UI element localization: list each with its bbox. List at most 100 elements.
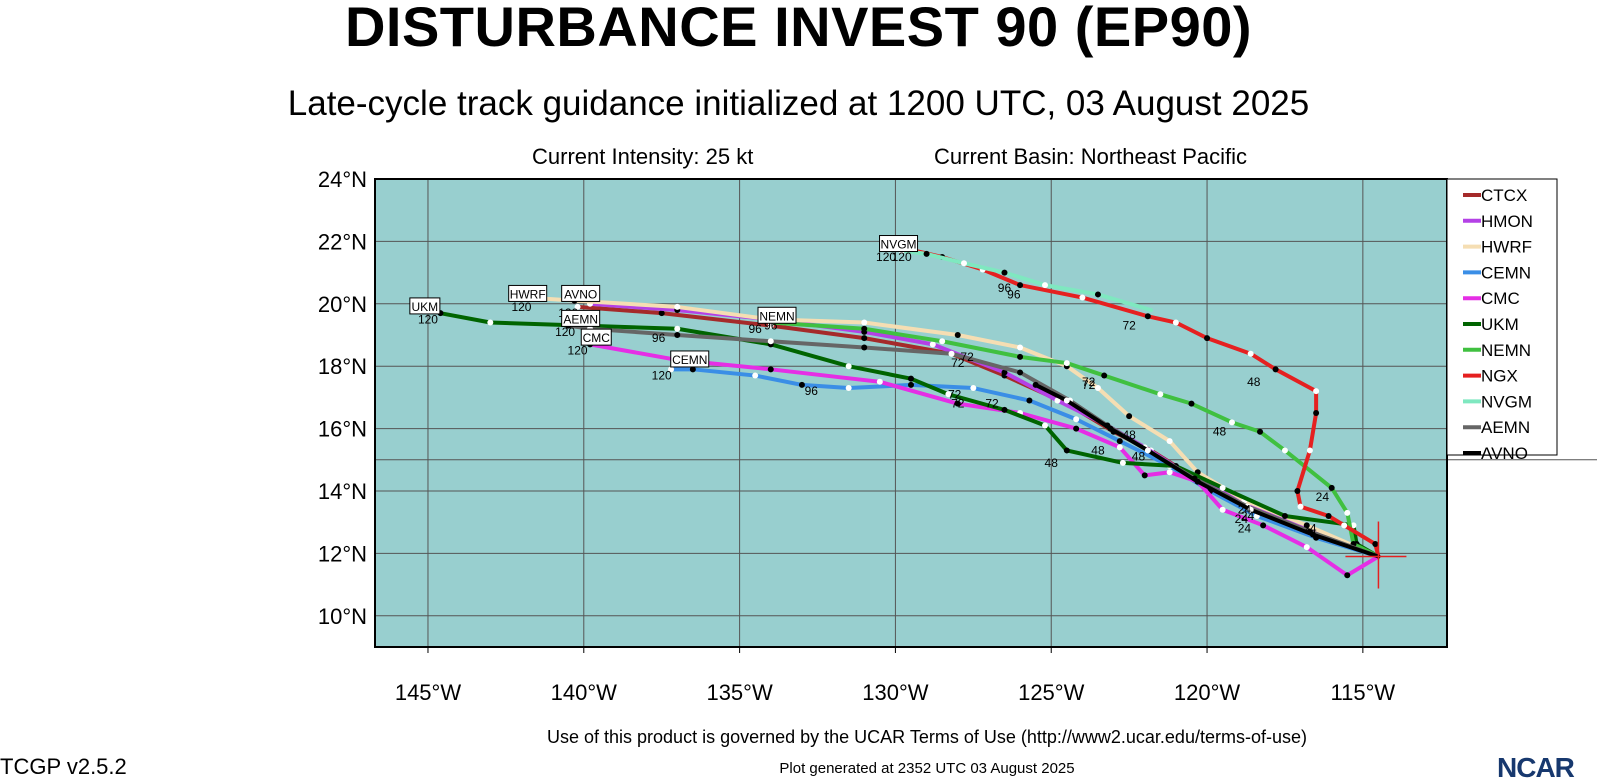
lon-tick-label: 145°W — [395, 680, 462, 705]
track-point — [1101, 372, 1108, 379]
track-point — [1166, 438, 1173, 445]
track-point — [1188, 400, 1195, 407]
legend: CTCX HMON HWRF CEMN CMC UKM NEMN NGX NVGM AEMN AVN… — [1446, 178, 1558, 463]
track-ukm — [438, 311, 1381, 559]
track-point — [752, 372, 759, 379]
model-tag-text: AEMN — [563, 312, 598, 326]
track-point — [1247, 506, 1254, 513]
forecast-hour-labels: 24 48 72 96 120 24 72 96 72 120 24 48 72 96 120 24 48 72 1… — [418, 250, 1329, 535]
ncar-logo: NCAR — [1497, 752, 1575, 783]
model-tracks — [437, 244, 1381, 579]
model-tag-text: UKM — [412, 300, 439, 314]
hour-label: 120 — [418, 312, 438, 326]
track-point — [1079, 294, 1086, 301]
track-point — [1313, 388, 1320, 395]
lon-tick-label: 140°W — [551, 680, 618, 705]
hour-label: 24 — [1241, 509, 1255, 523]
track-point — [960, 260, 967, 267]
track-point — [1272, 366, 1279, 373]
track-point — [923, 250, 930, 257]
track-point — [1094, 291, 1101, 298]
hour-label: 72 — [1082, 378, 1096, 392]
track-point — [1228, 419, 1235, 426]
hour-label: 48 — [1132, 450, 1146, 464]
hour-label: 120 — [876, 250, 896, 264]
track-point — [1247, 350, 1254, 357]
hour-label: 96 — [652, 331, 666, 345]
page-subtitle: Late-cycle track guidance initialized at… — [287, 84, 1310, 123]
page-title: DISTURBANCE INVEST 90 (EP90) — [344, 0, 1253, 58]
initial-position-marker — [1345, 521, 1407, 589]
track-point — [1026, 397, 1033, 404]
hour-label: 24 — [1235, 512, 1249, 526]
track-point — [1107, 425, 1114, 432]
track-point — [1042, 282, 1048, 289]
track-point — [1157, 391, 1164, 398]
lat-tick-label: 20°N — [318, 292, 367, 317]
legend-entry: CEMN — [1481, 263, 1531, 282]
track-point — [861, 325, 868, 332]
model-tag-box — [670, 350, 710, 368]
hour-label: 72 — [960, 350, 974, 364]
track-point — [767, 366, 774, 373]
model-tag-box — [561, 284, 601, 302]
hour-label: 96 — [749, 322, 763, 336]
hour-label: 48 — [1213, 425, 1227, 439]
track-point — [1313, 410, 1320, 416]
track-point — [674, 332, 681, 338]
hour-label: 48 — [1045, 456, 1059, 470]
track-point — [1042, 422, 1048, 429]
track-point — [1372, 541, 1379, 548]
track-point — [1325, 512, 1332, 519]
track-point — [1204, 335, 1211, 342]
track-point — [1341, 522, 1348, 529]
track-point — [845, 385, 852, 392]
hour-label: 48 — [1122, 428, 1136, 442]
hour-label: 120 — [568, 344, 588, 358]
track-point — [1001, 369, 1008, 376]
lon-tick-label: 135°W — [706, 680, 773, 705]
track-point — [1141, 472, 1148, 479]
hour-label: 72 — [1082, 375, 1096, 389]
track-point — [1294, 488, 1301, 494]
track-point — [845, 363, 852, 370]
track-point — [1116, 444, 1123, 451]
generated-timestamp: Plot generated at 2352 UTC 03 August 202… — [779, 760, 1075, 777]
hour-label: 72 — [1122, 319, 1136, 333]
legend-entry: CTCX — [1481, 186, 1527, 205]
lat-tick-label: 24°N — [318, 167, 367, 192]
lon-tick-label: 115°W — [1331, 680, 1396, 705]
track-point — [1260, 522, 1267, 529]
track-point — [689, 366, 696, 373]
grid-lines — [375, 178, 1597, 647]
track-point — [1094, 385, 1101, 392]
track-point — [1344, 509, 1351, 516]
track-point — [1144, 447, 1151, 454]
model-tag-text: NVGM — [881, 238, 917, 252]
lat-tick-label: 12°N — [318, 541, 367, 566]
track-point — [1219, 506, 1226, 513]
track-point — [1063, 360, 1070, 367]
model-tag-text: CEMN — [672, 353, 707, 367]
track-point — [1144, 313, 1151, 320]
track-point — [1344, 572, 1351, 579]
track-point — [798, 381, 805, 388]
terms-of-use: Use of this product is governed by the U… — [547, 727, 1307, 747]
track-point — [908, 381, 914, 388]
track-point — [954, 332, 961, 338]
axis-labels: 145°W 140°W 135°W 130°W 125°W 120°W 115°W 10°N 1… — [318, 167, 1396, 705]
track-point — [1017, 282, 1024, 289]
lat-tick-label: 22°N — [318, 229, 367, 254]
track-point — [674, 325, 681, 332]
track-point — [1017, 344, 1024, 351]
lat-tick-label: 18°N — [318, 354, 367, 379]
lat-tick-label: 16°N — [318, 417, 367, 442]
model-tag-box — [879, 235, 919, 253]
track-point — [970, 385, 977, 392]
legend-entry: NGX — [1481, 367, 1518, 386]
track-point — [1166, 469, 1173, 476]
hour-label: 120 — [555, 325, 575, 339]
track-point — [945, 391, 952, 398]
legend-entry: CMC — [1481, 289, 1520, 308]
track-point — [1119, 459, 1126, 466]
